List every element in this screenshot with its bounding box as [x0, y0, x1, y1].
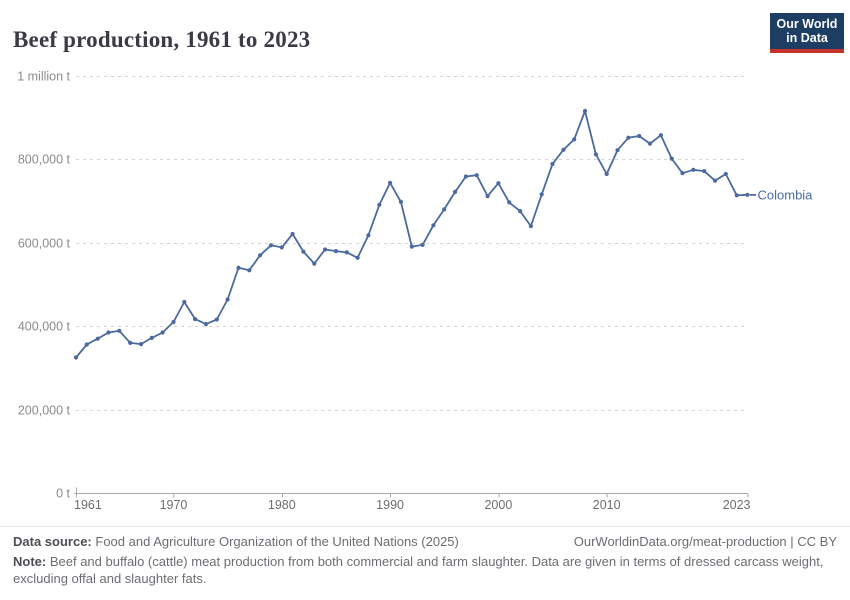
data-point	[474, 173, 479, 178]
data-point	[604, 171, 609, 177]
data-point	[561, 147, 566, 152]
attribution-license: | CC BY	[786, 534, 837, 549]
data-point	[496, 181, 501, 186]
x-axis-tick-label: 1961	[74, 498, 102, 512]
data-point	[268, 243, 274, 248]
data-point	[539, 192, 544, 197]
attribution: OurWorldinData.org/meat-production | CC …	[574, 534, 837, 549]
data-point	[485, 194, 490, 199]
data-point	[128, 340, 133, 345]
data-point	[572, 137, 577, 142]
note-label: Note:	[13, 554, 47, 569]
data-point	[312, 261, 317, 266]
data-point	[712, 178, 718, 183]
data-point	[723, 171, 728, 177]
data-point	[626, 135, 631, 140]
data-point	[647, 141, 653, 146]
y-axis-tick-label: 600,000 t	[18, 237, 71, 251]
data-point	[323, 247, 328, 252]
x-axis-tick-label: 1990	[376, 498, 404, 512]
data-point	[409, 244, 414, 249]
data-point	[366, 233, 371, 238]
data-point	[160, 330, 165, 335]
data-point	[582, 108, 588, 114]
data-point	[637, 133, 642, 139]
data-point	[463, 174, 468, 179]
data-source: Data source: Food and Agriculture Organi…	[13, 534, 459, 549]
y-axis-tick-label: 400,000 t	[18, 320, 71, 334]
data-point	[193, 317, 198, 322]
data-point	[95, 336, 100, 341]
y-axis-tick-label: 1 million t	[17, 70, 70, 84]
y-axis-tick-label: 200,000 t	[18, 404, 71, 418]
y-axis-tick-label: 800,000 t	[18, 153, 71, 167]
data-point	[247, 268, 252, 273]
chart-note: Note: Beef and buffalo (cattle) meat pro…	[13, 553, 837, 587]
data-point	[84, 342, 89, 347]
data-point	[333, 249, 338, 254]
x-axis: 1961 1970 1980 1990 2000 2010 2023	[74, 487, 751, 512]
data-point	[225, 297, 230, 302]
data-point	[171, 319, 176, 325]
data-point	[149, 335, 154, 340]
data-point	[279, 245, 284, 250]
note-text: Beef and buffalo (cattle) meat productio…	[13, 554, 824, 586]
data-point	[593, 152, 599, 157]
data-point	[73, 355, 79, 360]
data-point	[398, 199, 403, 204]
data-point	[745, 192, 750, 197]
data-point	[388, 180, 393, 185]
data-point	[734, 193, 739, 198]
data-points[interactable]	[73, 108, 750, 360]
data-point	[182, 299, 187, 305]
data-point	[669, 156, 674, 161]
x-axis-tick-label: 1980	[268, 498, 296, 512]
data-point	[377, 202, 382, 207]
data-point	[258, 253, 263, 258]
data-point	[431, 223, 436, 228]
owid-logo-line1: Our World	[776, 17, 838, 31]
data-point	[420, 242, 425, 247]
data-point	[702, 169, 707, 174]
data-point	[691, 167, 696, 172]
data-source-label: Data source:	[13, 534, 92, 549]
x-axis-tick-label: 2000	[484, 498, 512, 512]
attribution-link[interactable]: OurWorldinData.org/meat-production	[573, 534, 787, 549]
line-chart[interactable]: 0 t 200,000 t 400,000 t 600,000 t 800,000 t 1…	[0, 0, 850, 525]
entity-label[interactable]: Colombia	[758, 187, 814, 202]
data-point	[658, 133, 664, 138]
data-point	[214, 317, 219, 322]
x-axis-tick-label: 2023	[723, 498, 751, 512]
data-point	[518, 209, 523, 214]
data-point	[301, 249, 306, 254]
data-point	[106, 330, 111, 335]
data-point	[680, 171, 685, 176]
data-source-text: Food and Agriculture Organization of the…	[95, 534, 459, 549]
data-point	[453, 189, 458, 194]
footer: Data source: Food and Agriculture Organi…	[0, 526, 850, 600]
data-point	[290, 231, 295, 237]
data-line[interactable]	[75, 110, 749, 359]
data-point	[344, 250, 349, 255]
owid-logo[interactable]: Our World in Data	[770, 13, 844, 53]
data-point	[117, 328, 122, 333]
data-point	[442, 207, 447, 212]
y-axis-tick-label: 0 t	[56, 487, 70, 501]
data-point	[550, 161, 555, 167]
data-point	[507, 200, 512, 205]
x-axis-tick-label: 2010	[593, 498, 621, 512]
data-point	[355, 255, 360, 260]
data-point	[138, 342, 144, 347]
page-title: Beef production, 1961 to 2023	[13, 27, 311, 53]
owid-logo-line2: in Data	[786, 31, 828, 45]
gridlines: 0 t 200,000 t 400,000 t 600,000 t 800,000 t 1…	[17, 70, 745, 501]
data-point	[236, 265, 241, 270]
data-point	[528, 224, 534, 229]
x-axis-tick-label: 1970	[160, 498, 188, 512]
data-point	[615, 148, 620, 153]
data-point	[203, 322, 209, 327]
